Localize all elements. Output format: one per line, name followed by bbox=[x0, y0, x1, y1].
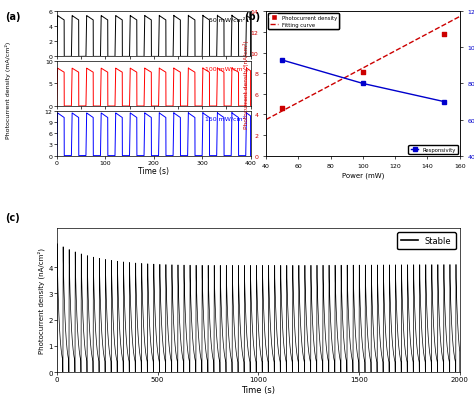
Y-axis label: Photocurrent density (nA/cm²): Photocurrent density (nA/cm²) bbox=[38, 247, 46, 353]
Legend: Responsivity: Responsivity bbox=[409, 146, 458, 155]
Text: 100 mW/cm²: 100 mW/cm² bbox=[205, 66, 245, 72]
X-axis label: Time (s): Time (s) bbox=[138, 167, 169, 176]
Text: 150 mW/cm²: 150 mW/cm² bbox=[205, 116, 245, 121]
Point bbox=[440, 31, 447, 38]
X-axis label: Power (mW): Power (mW) bbox=[342, 172, 384, 178]
Y-axis label: Photocurrent density (nA/cm²): Photocurrent density (nA/cm²) bbox=[243, 40, 249, 128]
Text: 50 mW/cm²: 50 mW/cm² bbox=[209, 17, 245, 22]
Text: Photocurrent density (mA/cm²): Photocurrent density (mA/cm²) bbox=[5, 41, 11, 139]
Legend: Stable: Stable bbox=[397, 232, 456, 249]
Point bbox=[359, 70, 367, 76]
Point bbox=[278, 106, 286, 112]
Text: (a): (a) bbox=[5, 12, 20, 22]
Text: (b): (b) bbox=[244, 12, 260, 22]
Legend: Photocurrent density, Fitting curve: Photocurrent density, Fitting curve bbox=[268, 14, 339, 29]
X-axis label: Time (s): Time (s) bbox=[241, 385, 275, 394]
Text: (c): (c) bbox=[5, 213, 19, 222]
